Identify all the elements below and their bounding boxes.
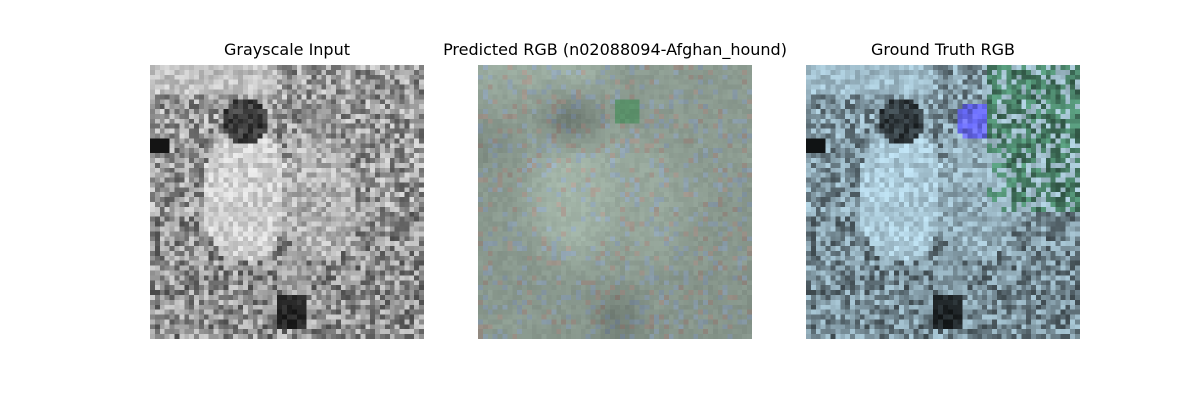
panel-ground-truth-rgb: Ground Truth RGB (806, 0, 1080, 400)
panel-predicted-rgb: Predicted RGB (n02088094-Afghan_hound) (478, 0, 752, 400)
panel-title-ground-truth-rgb: Ground Truth RGB (686, 40, 1200, 60)
predicted-rgb-image (478, 65, 752, 339)
panel-grayscale-input: Grayscale Input (150, 0, 424, 400)
ground-truth-rgb-image (806, 65, 1080, 339)
grayscale-input-image (150, 65, 424, 339)
